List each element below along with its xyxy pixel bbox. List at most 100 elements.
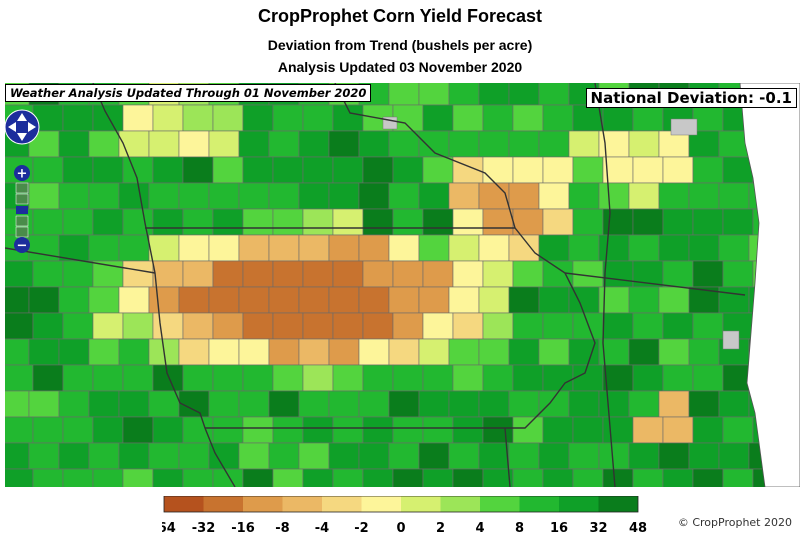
county-cell[interactable] [238, 182, 270, 210]
county-cell[interactable] [418, 338, 450, 366]
county-cell[interactable] [418, 83, 450, 106]
county-cell[interactable] [542, 312, 574, 340]
county-cell[interactable] [452, 312, 484, 340]
county-cell[interactable] [332, 312, 364, 340]
county-cell[interactable] [418, 234, 450, 262]
county-cell[interactable] [302, 312, 334, 340]
county-cell[interactable] [212, 208, 244, 236]
county-cell[interactable] [542, 364, 574, 392]
county-cell[interactable] [598, 390, 630, 418]
county-cell[interactable] [362, 364, 394, 392]
county-cell[interactable] [632, 312, 664, 340]
county-cell[interactable] [358, 234, 390, 262]
county-cell[interactable] [512, 260, 544, 288]
county-cell[interactable] [482, 156, 514, 184]
county-cell[interactable] [538, 182, 570, 210]
zoom-level-step[interactable] [15, 226, 29, 238]
county-cell[interactable] [542, 104, 574, 132]
county-cell[interactable] [662, 260, 694, 288]
county-cell[interactable] [482, 104, 514, 132]
county-cell[interactable] [392, 260, 424, 288]
county-cell[interactable] [482, 364, 514, 392]
county-cell[interactable] [28, 338, 60, 366]
county-cell[interactable] [508, 83, 540, 106]
county-cell[interactable] [542, 416, 574, 444]
county-cell[interactable] [62, 416, 94, 444]
county-cell[interactable] [328, 390, 360, 418]
pan-right-icon[interactable] [28, 122, 36, 132]
county-cell[interactable] [358, 442, 390, 470]
county-cell[interactable] [722, 208, 754, 236]
county-cell[interactable] [628, 234, 660, 262]
county-cell[interactable] [152, 208, 184, 236]
county-cell[interactable] [298, 286, 330, 314]
county-cell[interactable] [238, 338, 270, 366]
county-cell[interactable] [448, 390, 480, 418]
county-cell[interactable] [692, 208, 724, 236]
county-cell[interactable] [182, 364, 214, 392]
county-cell[interactable] [662, 156, 694, 184]
county-cell[interactable] [118, 338, 150, 366]
county-cell[interactable] [572, 468, 604, 487]
county-cell[interactable] [298, 338, 330, 366]
county-cell[interactable] [5, 416, 34, 444]
zoom-in-button[interactable]: + [14, 165, 30, 182]
county-cell[interactable] [268, 338, 300, 366]
pan-control[interactable] [4, 109, 40, 145]
county-cell[interactable] [122, 208, 154, 236]
county-cell[interactable] [122, 260, 154, 288]
county-cell[interactable] [632, 468, 664, 487]
county-cell[interactable] [268, 286, 300, 314]
county-cell[interactable] [658, 182, 690, 210]
county-cell[interactable] [58, 286, 90, 314]
county-cell[interactable] [298, 390, 330, 418]
county-cell[interactable] [628, 442, 660, 470]
county-cell[interactable] [88, 182, 120, 210]
county-cell[interactable] [5, 260, 34, 288]
county-cell[interactable] [62, 468, 94, 487]
county-cell[interactable] [212, 312, 244, 340]
county-cell[interactable] [572, 208, 604, 236]
county-cell[interactable] [662, 364, 694, 392]
county-cell[interactable] [422, 156, 454, 184]
county-cell[interactable] [478, 338, 510, 366]
county-cell[interactable] [722, 416, 754, 444]
county-cell[interactable] [478, 234, 510, 262]
county-cell[interactable] [512, 364, 544, 392]
county-cell[interactable] [148, 390, 180, 418]
county-cell[interactable] [628, 130, 660, 158]
county-cell[interactable] [422, 312, 454, 340]
county-cell[interactable] [242, 260, 274, 288]
county-cell[interactable] [28, 390, 60, 418]
county-cell[interactable] [332, 364, 364, 392]
county-cell[interactable] [418, 286, 450, 314]
county-cell[interactable] [148, 442, 180, 470]
county-cell[interactable] [92, 312, 124, 340]
county-cell[interactable] [302, 468, 334, 487]
county-cell[interactable] [392, 208, 424, 236]
county-yield-map[interactable] [5, 83, 800, 487]
county-cell[interactable] [152, 468, 184, 487]
county-cell[interactable] [178, 182, 210, 210]
county-cell[interactable] [568, 442, 600, 470]
county-cell[interactable] [632, 156, 664, 184]
county-cell[interactable] [88, 338, 120, 366]
county-cell[interactable] [478, 286, 510, 314]
county-cell[interactable] [512, 104, 544, 132]
county-cell[interactable] [722, 468, 754, 487]
county-cell[interactable] [448, 442, 480, 470]
county-cell[interactable] [388, 286, 420, 314]
county-cell[interactable] [658, 286, 690, 314]
county-cell[interactable] [388, 234, 420, 262]
county-cell[interactable] [152, 260, 184, 288]
county-cell[interactable] [88, 390, 120, 418]
county-cell[interactable] [58, 182, 90, 210]
county-cell[interactable] [388, 338, 420, 366]
county-cell[interactable] [92, 364, 124, 392]
county-cell[interactable] [272, 156, 304, 184]
county-cell[interactable] [598, 442, 630, 470]
county-cell[interactable] [268, 390, 300, 418]
county-cell[interactable] [122, 364, 154, 392]
county-cell[interactable] [242, 156, 274, 184]
county-cell[interactable] [152, 312, 184, 340]
